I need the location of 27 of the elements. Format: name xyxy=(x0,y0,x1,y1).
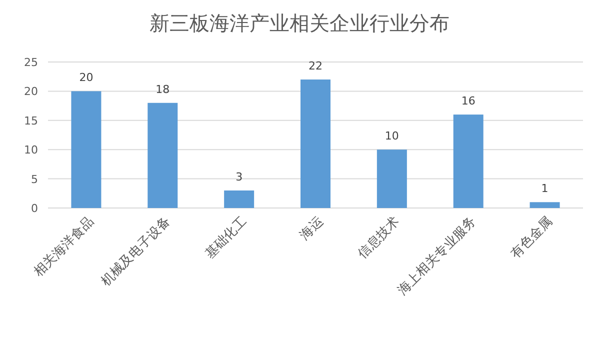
x-tick-label: 基础化工 xyxy=(202,214,250,262)
bar xyxy=(71,91,102,208)
data-label: 1 xyxy=(541,182,548,196)
x-tick-label: 有色金属 xyxy=(508,214,556,262)
bar xyxy=(148,102,178,208)
x-tick-label: 相关海洋食品 xyxy=(31,214,98,280)
y-tick-label: 20 xyxy=(24,85,38,98)
bar xyxy=(376,150,407,208)
data-label: 20 xyxy=(79,71,94,84)
y-tick-label: 10 xyxy=(24,144,38,157)
x-tick-label: 海运 xyxy=(297,214,326,244)
chart-title: 新三板海洋产业相关企业行业分布 xyxy=(150,11,450,35)
bar xyxy=(224,190,254,208)
data-label: 16 xyxy=(461,94,476,108)
data-label: 22 xyxy=(308,60,322,73)
data-label: 3 xyxy=(236,170,243,184)
x-tick-label: 机械及电子设备 xyxy=(98,214,174,290)
y-tick-label: 25 xyxy=(24,56,38,69)
data-label: 10 xyxy=(384,130,399,143)
y-tick-label: 15 xyxy=(24,114,38,128)
bar xyxy=(300,80,330,208)
bar xyxy=(453,114,484,208)
y-tick-label: 5 xyxy=(31,172,38,186)
bar xyxy=(530,202,560,208)
data-label: 18 xyxy=(156,82,170,96)
x-tick-label: 信息技术 xyxy=(355,214,403,262)
y-tick-label: 0 xyxy=(31,202,38,215)
